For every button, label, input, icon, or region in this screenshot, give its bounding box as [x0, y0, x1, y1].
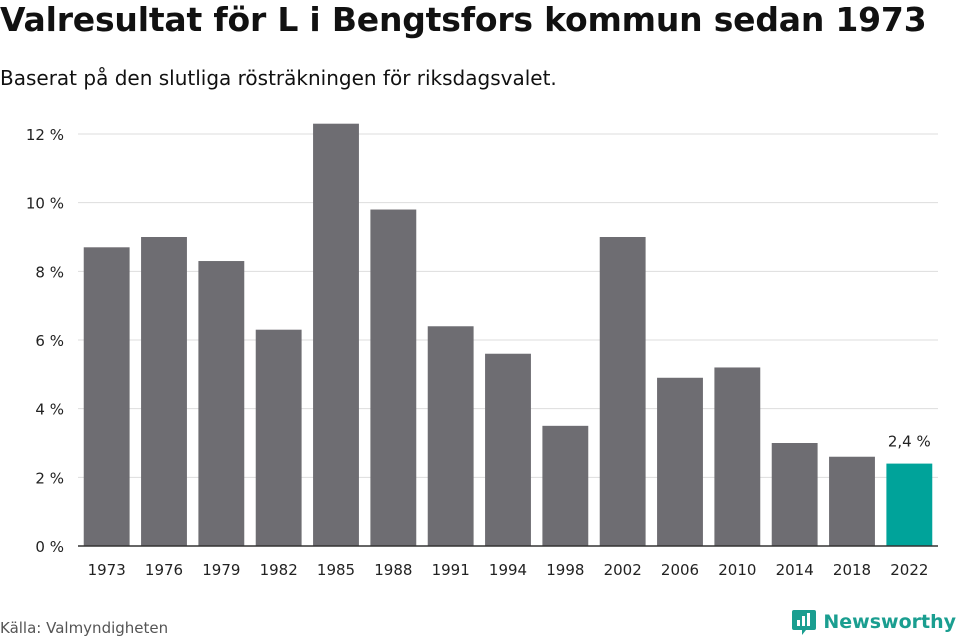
- bar: [370, 209, 417, 547]
- x-tick-label: 2014: [776, 561, 814, 579]
- source-note: Källa: Valmyndigheten: [0, 619, 169, 637]
- x-tick-label: 1988: [374, 561, 412, 579]
- y-tick-label: 6 %: [35, 332, 64, 350]
- bar: [771, 443, 818, 546]
- x-tick-label: 2022: [890, 561, 928, 579]
- y-tick-label: 2 %: [35, 469, 64, 487]
- bar: [829, 456, 875, 546]
- bar: [255, 329, 302, 546]
- x-tick-label: 2010: [718, 561, 756, 579]
- y-tick-label: 8 %: [35, 263, 64, 281]
- x-tick-label: 1991: [432, 561, 470, 579]
- x-tick-label: 1982: [260, 561, 298, 579]
- chart-subtitle: Baserat på den slutliga rösträkningen fö…: [0, 66, 557, 90]
- bar: [485, 353, 531, 546]
- bar: [657, 377, 703, 546]
- x-tick-label: 1998: [546, 561, 584, 579]
- x-tick-label: 1985: [317, 561, 355, 579]
- x-tick-label: 2018: [833, 561, 871, 579]
- bar: [427, 326, 474, 546]
- x-tick-label: 1973: [88, 561, 126, 579]
- x-tick-label: 1979: [202, 561, 240, 579]
- bar: [198, 261, 245, 546]
- chart-title: Valresultat för L i Bengtsfors kommun se…: [0, 0, 927, 39]
- y-tick-label: 12 %: [26, 126, 64, 144]
- x-tick-label: 2002: [604, 561, 642, 579]
- bar: [714, 367, 761, 546]
- bar: [83, 247, 130, 547]
- bar: [313, 123, 359, 546]
- bar: [599, 237, 646, 546]
- newsworthy-logo-icon: [792, 610, 817, 635]
- bar: [141, 237, 187, 546]
- x-tick-label: 2006: [661, 561, 699, 579]
- x-tick-label: 1994: [489, 561, 527, 579]
- y-tick-label: 4 %: [35, 401, 64, 419]
- x-tick-label: 1976: [145, 561, 183, 579]
- data-label: 2,4 %: [888, 433, 931, 451]
- bar: [542, 425, 589, 546]
- bar-chart: 0 % 2 % 4 % 6 % 8 % 10 % 12 % 1973 1976 1979 1982 1…: [26, 123, 938, 579]
- brand-logo: Newsworthy: [791, 608, 956, 636]
- y-tick-label: 0 %: [35, 538, 64, 556]
- brand-name: Newsworthy: [823, 611, 956, 633]
- y-tick-label: 10 %: [26, 195, 64, 213]
- bar-highlight: [886, 463, 933, 546]
